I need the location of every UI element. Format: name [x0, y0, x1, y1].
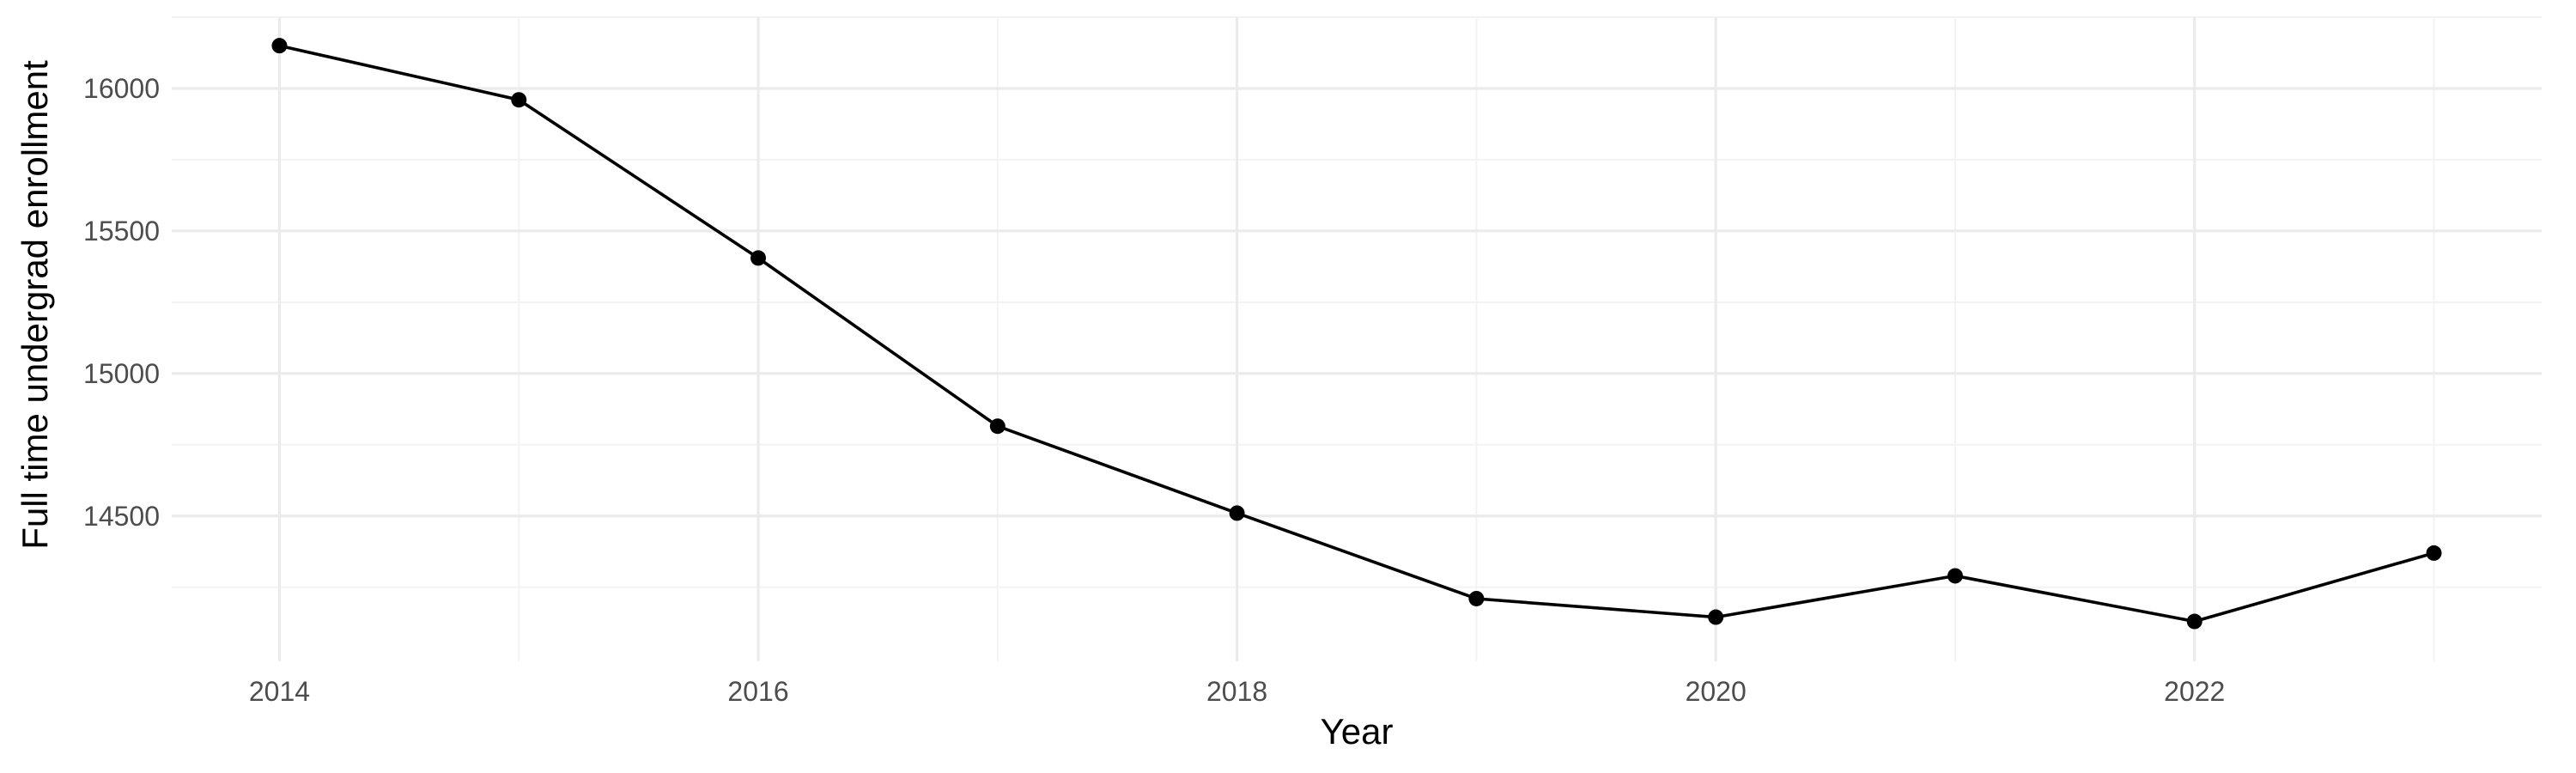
y-tick-label: 15000 [83, 358, 160, 389]
y-tick-label: 14500 [83, 501, 160, 532]
data-point [1468, 590, 1485, 606]
data-point [1708, 609, 1724, 625]
y-tick-labels: 14500 15000 15500 16000 [83, 73, 160, 532]
data-point [1229, 505, 1245, 521]
data-point [989, 418, 1005, 435]
data-point [2426, 545, 2442, 561]
x-tick-label: 2014 [249, 676, 310, 707]
data-point [750, 250, 767, 266]
series-layer [271, 38, 2442, 630]
x-tick-label: 2022 [2164, 676, 2225, 707]
x-tick-label: 2018 [1206, 676, 1267, 707]
x-tick-label: 2016 [727, 676, 788, 707]
x-tick-labels: 2014 2016 2018 2020 2022 [249, 676, 2225, 707]
data-point [2186, 613, 2202, 630]
x-tick-label: 2020 [1686, 676, 1747, 707]
x-axis-title: Year [1321, 711, 1394, 752]
y-axis-title: Full time undergrad enrollment [15, 60, 55, 550]
data-point [1947, 568, 1963, 584]
y-tick-label: 16000 [83, 73, 160, 104]
data-point [271, 38, 288, 54]
series-line [279, 44, 2434, 624]
y-tick-label: 15500 [83, 216, 160, 247]
data-point [511, 92, 527, 108]
grid-layer [172, 16, 2542, 661]
